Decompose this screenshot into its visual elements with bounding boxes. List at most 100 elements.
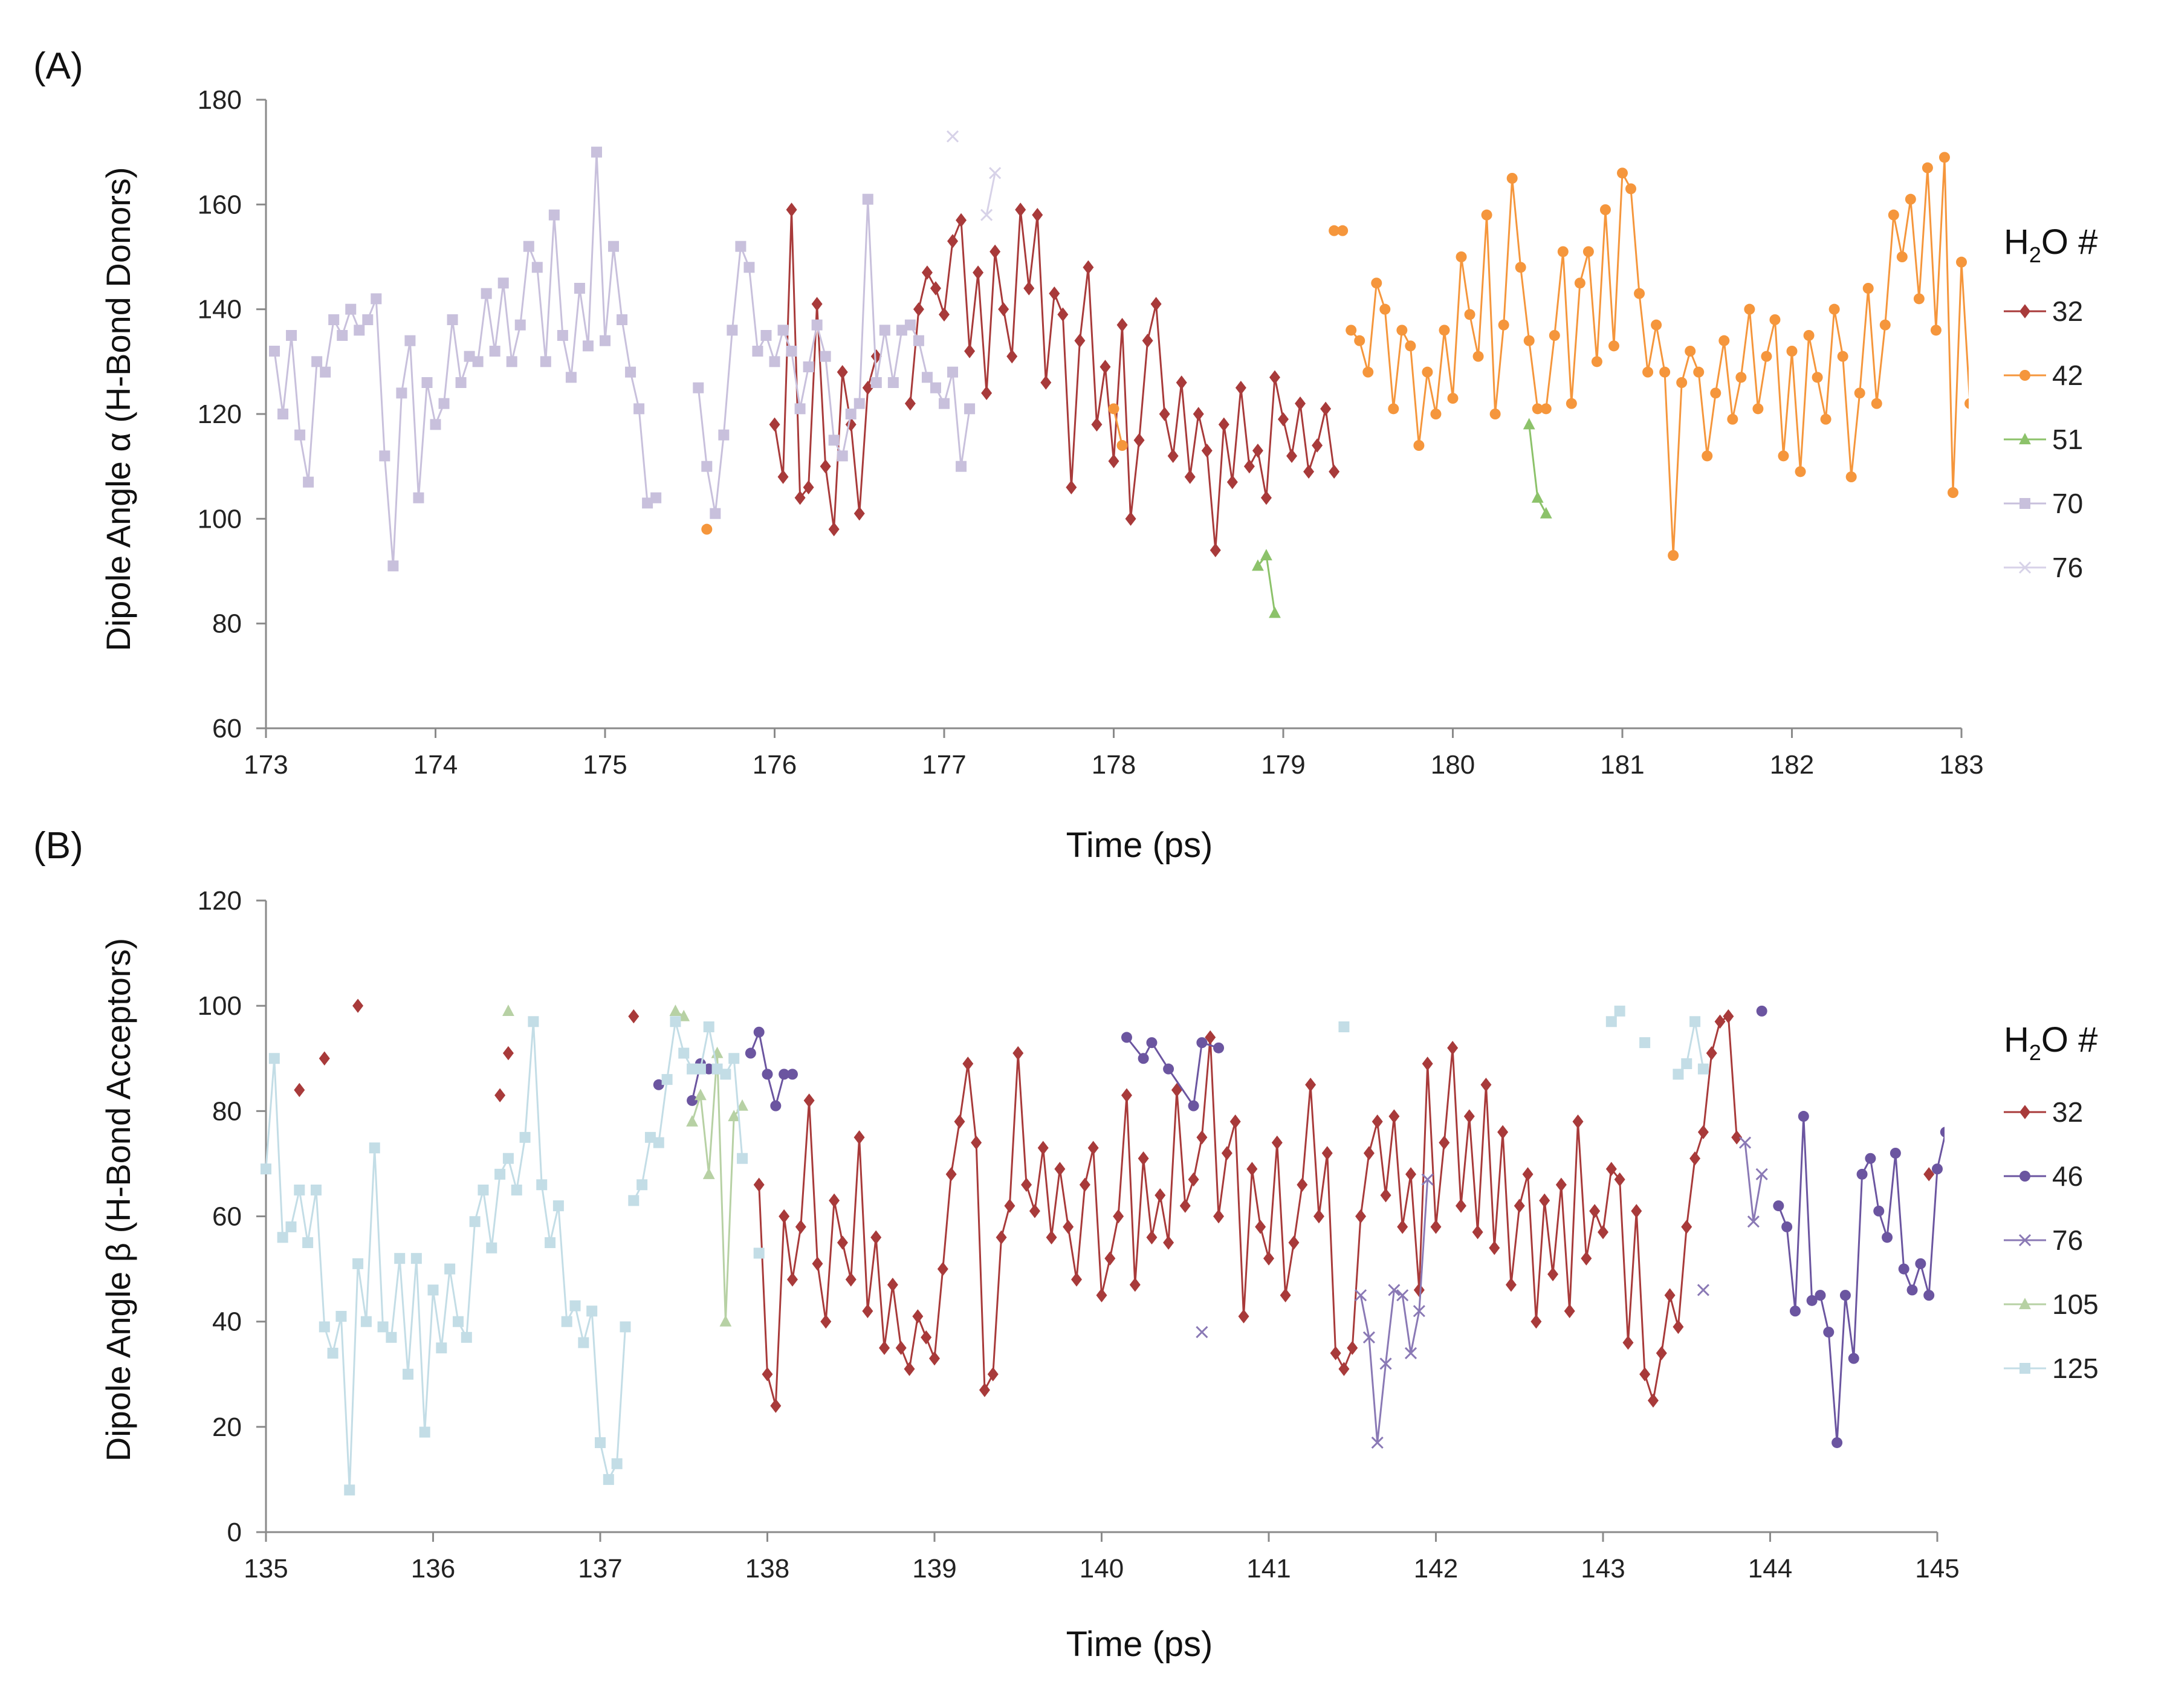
- data-point-a-76: [989, 167, 1002, 180]
- data-point-b-32: [1347, 1341, 1358, 1355]
- data-point-a-42: [1532, 403, 1543, 415]
- data-point-b-125: [461, 1331, 472, 1343]
- data-point-a-70: [887, 377, 899, 388]
- data-point-a-32: [973, 265, 984, 280]
- data-point-b-32: [1489, 1241, 1500, 1255]
- data-point-b-32: [1522, 1167, 1534, 1182]
- data-point-a-32: [1201, 443, 1213, 458]
- legend-swatch-marker-b: [2018, 1234, 2032, 1247]
- data-point-b-32: [1514, 1199, 1525, 1213]
- data-point-b-125: [611, 1458, 623, 1469]
- data-point-b-32: [1129, 1278, 1141, 1292]
- data-point-a-51: [1269, 606, 1281, 618]
- data-point-a-42: [1379, 303, 1391, 315]
- data-point-a-32: [1142, 333, 1153, 348]
- data-point-a-32: [786, 202, 797, 217]
- data-point-a-42: [1828, 303, 1840, 315]
- y-tick-label-b: 20: [212, 1412, 242, 1442]
- data-point-a-32: [837, 364, 848, 380]
- data-point-a-42: [1439, 325, 1450, 336]
- data-point-a-70: [591, 146, 602, 158]
- data-point-b-32: [1664, 1288, 1676, 1302]
- data-point-b-125: [335, 1310, 347, 1322]
- data-point-b-32: [1639, 1367, 1651, 1382]
- data-point-b-32: [1388, 1109, 1400, 1124]
- data-point-a-42: [1964, 398, 1969, 409]
- data-point-a-42: [1116, 440, 1128, 451]
- data-point-a-42: [1803, 330, 1815, 341]
- data-point-a-42: [1896, 251, 1908, 262]
- data-point-b-46: [1756, 1005, 1767, 1017]
- data-point-a-32: [1100, 360, 1111, 374]
- data-point-a-42: [1388, 403, 1399, 415]
- data-point-a-70: [837, 450, 848, 462]
- data-point-b-125: [410, 1253, 422, 1264]
- data-point-b-32: [1096, 1288, 1107, 1302]
- data-point-a-32: [947, 234, 959, 248]
- data-point-a-70: [642, 497, 653, 509]
- data-point-a-32: [913, 302, 924, 317]
- data-point-b-125: [268, 1053, 280, 1064]
- data-point-a-32: [1116, 317, 1128, 332]
- data-point-a-70: [820, 351, 831, 362]
- series-a-42: [701, 152, 1969, 561]
- y-tick-label-b: 100: [198, 991, 242, 1021]
- data-point-b-32: [1321, 1146, 1333, 1160]
- data-point-a-70: [964, 403, 976, 415]
- data-point-a-70: [608, 241, 620, 252]
- data-point-a-70: [481, 288, 492, 299]
- data-point-b-32: [1555, 1177, 1567, 1192]
- data-point-b-125: [636, 1179, 648, 1191]
- data-point-a-70: [701, 461, 713, 472]
- data-point-a-42: [1888, 209, 1899, 221]
- data-point-b-105: [695, 1089, 707, 1101]
- data-point-b-32: [1330, 1346, 1341, 1360]
- data-point-a-42: [1481, 209, 1492, 221]
- series-group-b: [261, 998, 1945, 1496]
- data-point-a-42: [1651, 319, 1662, 331]
- data-point-b-125: [360, 1316, 372, 1327]
- data-point-b-46: [753, 1026, 765, 1038]
- data-point-b-32: [1363, 1146, 1375, 1160]
- data-point-b-46: [1848, 1353, 1859, 1364]
- data-point-a-32: [1295, 396, 1306, 411]
- data-point-b-32: [1673, 1319, 1684, 1334]
- data-point-b-46: [1781, 1221, 1793, 1232]
- data-point-b-32: [1598, 1224, 1608, 1240]
- data-point-b-125: [536, 1179, 548, 1191]
- data-point-a-32: [981, 386, 993, 401]
- data-point-a-70: [311, 356, 323, 367]
- data-point-b-125: [687, 1063, 698, 1075]
- data-point-b-32: [1029, 1204, 1040, 1218]
- data-point-a-42: [1659, 366, 1671, 378]
- data-point-a-70: [693, 382, 704, 393]
- x-axis-label-b: Time (ps): [1066, 1625, 1213, 1664]
- data-point-b-32: [1572, 1114, 1584, 1129]
- data-point-a-32: [1278, 412, 1289, 427]
- data-point-b-46: [687, 1095, 698, 1106]
- x-tick-label-a: 174: [413, 750, 458, 780]
- data-point-a-70: [760, 330, 772, 341]
- data-point-b-32: [1723, 1009, 1734, 1024]
- data-point-b-32: [1246, 1162, 1258, 1176]
- data-point-b-125: [678, 1047, 690, 1059]
- series-a-70: [269, 146, 976, 572]
- legend-item-b-125: 125: [2004, 1353, 2099, 1384]
- data-point-b-76: [1362, 1331, 1375, 1344]
- data-point-a-70: [896, 325, 907, 336]
- data-point-a-70: [472, 356, 484, 367]
- data-point-a-70: [438, 398, 450, 409]
- data-point-b-32: [1229, 1114, 1241, 1129]
- data-point-b-76: [1371, 1436, 1384, 1449]
- data-point-a-70: [769, 356, 780, 367]
- data-point-b-125: [294, 1184, 305, 1195]
- data-point-b-32: [862, 1304, 873, 1318]
- data-point-b-32: [1622, 1335, 1634, 1350]
- x-tick-label-a: 180: [1431, 750, 1475, 780]
- y-tick-label-b: 60: [212, 1202, 242, 1232]
- data-point-a-70: [811, 319, 823, 331]
- legend-item-a-70: 70: [2004, 488, 2083, 519]
- data-point-b-125: [285, 1221, 297, 1232]
- data-point-b-125: [703, 1021, 714, 1032]
- data-point-b-125: [394, 1253, 406, 1264]
